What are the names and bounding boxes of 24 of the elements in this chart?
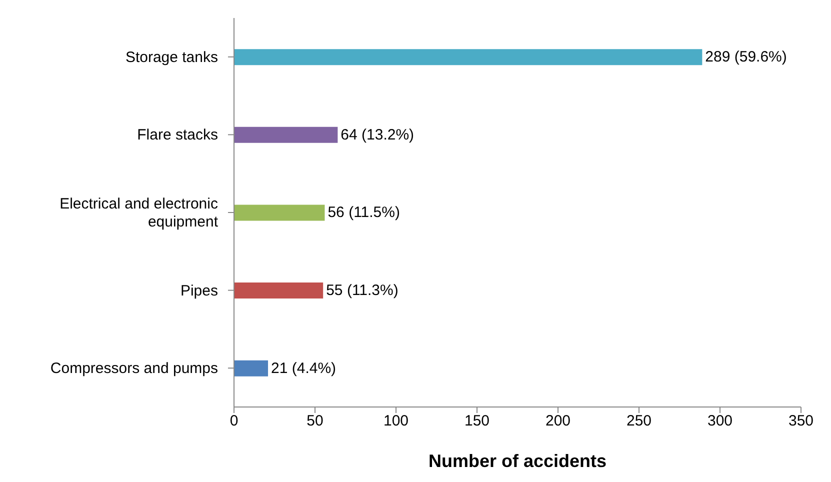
y-tick-label: Pipes [180,282,218,299]
x-tick-label: 150 [464,412,490,430]
bar [234,360,268,376]
bar [234,282,324,299]
x-tick-label: 100 [383,412,409,430]
x-tick-label: 300 [707,412,733,430]
x-axis-title: Number of accidents [428,451,607,471]
bar [234,126,338,143]
data-label: 64 (13.2%) [340,126,414,144]
data-label: 55 (11.3%) [326,282,398,300]
bar [234,49,702,66]
x-tick-label: 250 [626,412,652,430]
x-tick-label: 200 [545,412,571,430]
x-tick-label: 0 [230,412,238,430]
y-tick-label: Storage tanks [125,48,218,66]
y-tick-label: Flare stacks [137,126,218,144]
x-tick-label: 50 [306,412,324,430]
y-tick-label: Compressors and pumps [50,360,218,377]
x-tick-label: 350 [788,412,814,430]
bar [234,204,325,221]
data-label: 289 (59.6%) [705,48,787,66]
data-label: 56 (11.5%) [328,204,400,222]
data-label: 21 (4.4%) [271,360,336,377]
y-tick-label: Electrical and electronic equipment [60,195,219,230]
